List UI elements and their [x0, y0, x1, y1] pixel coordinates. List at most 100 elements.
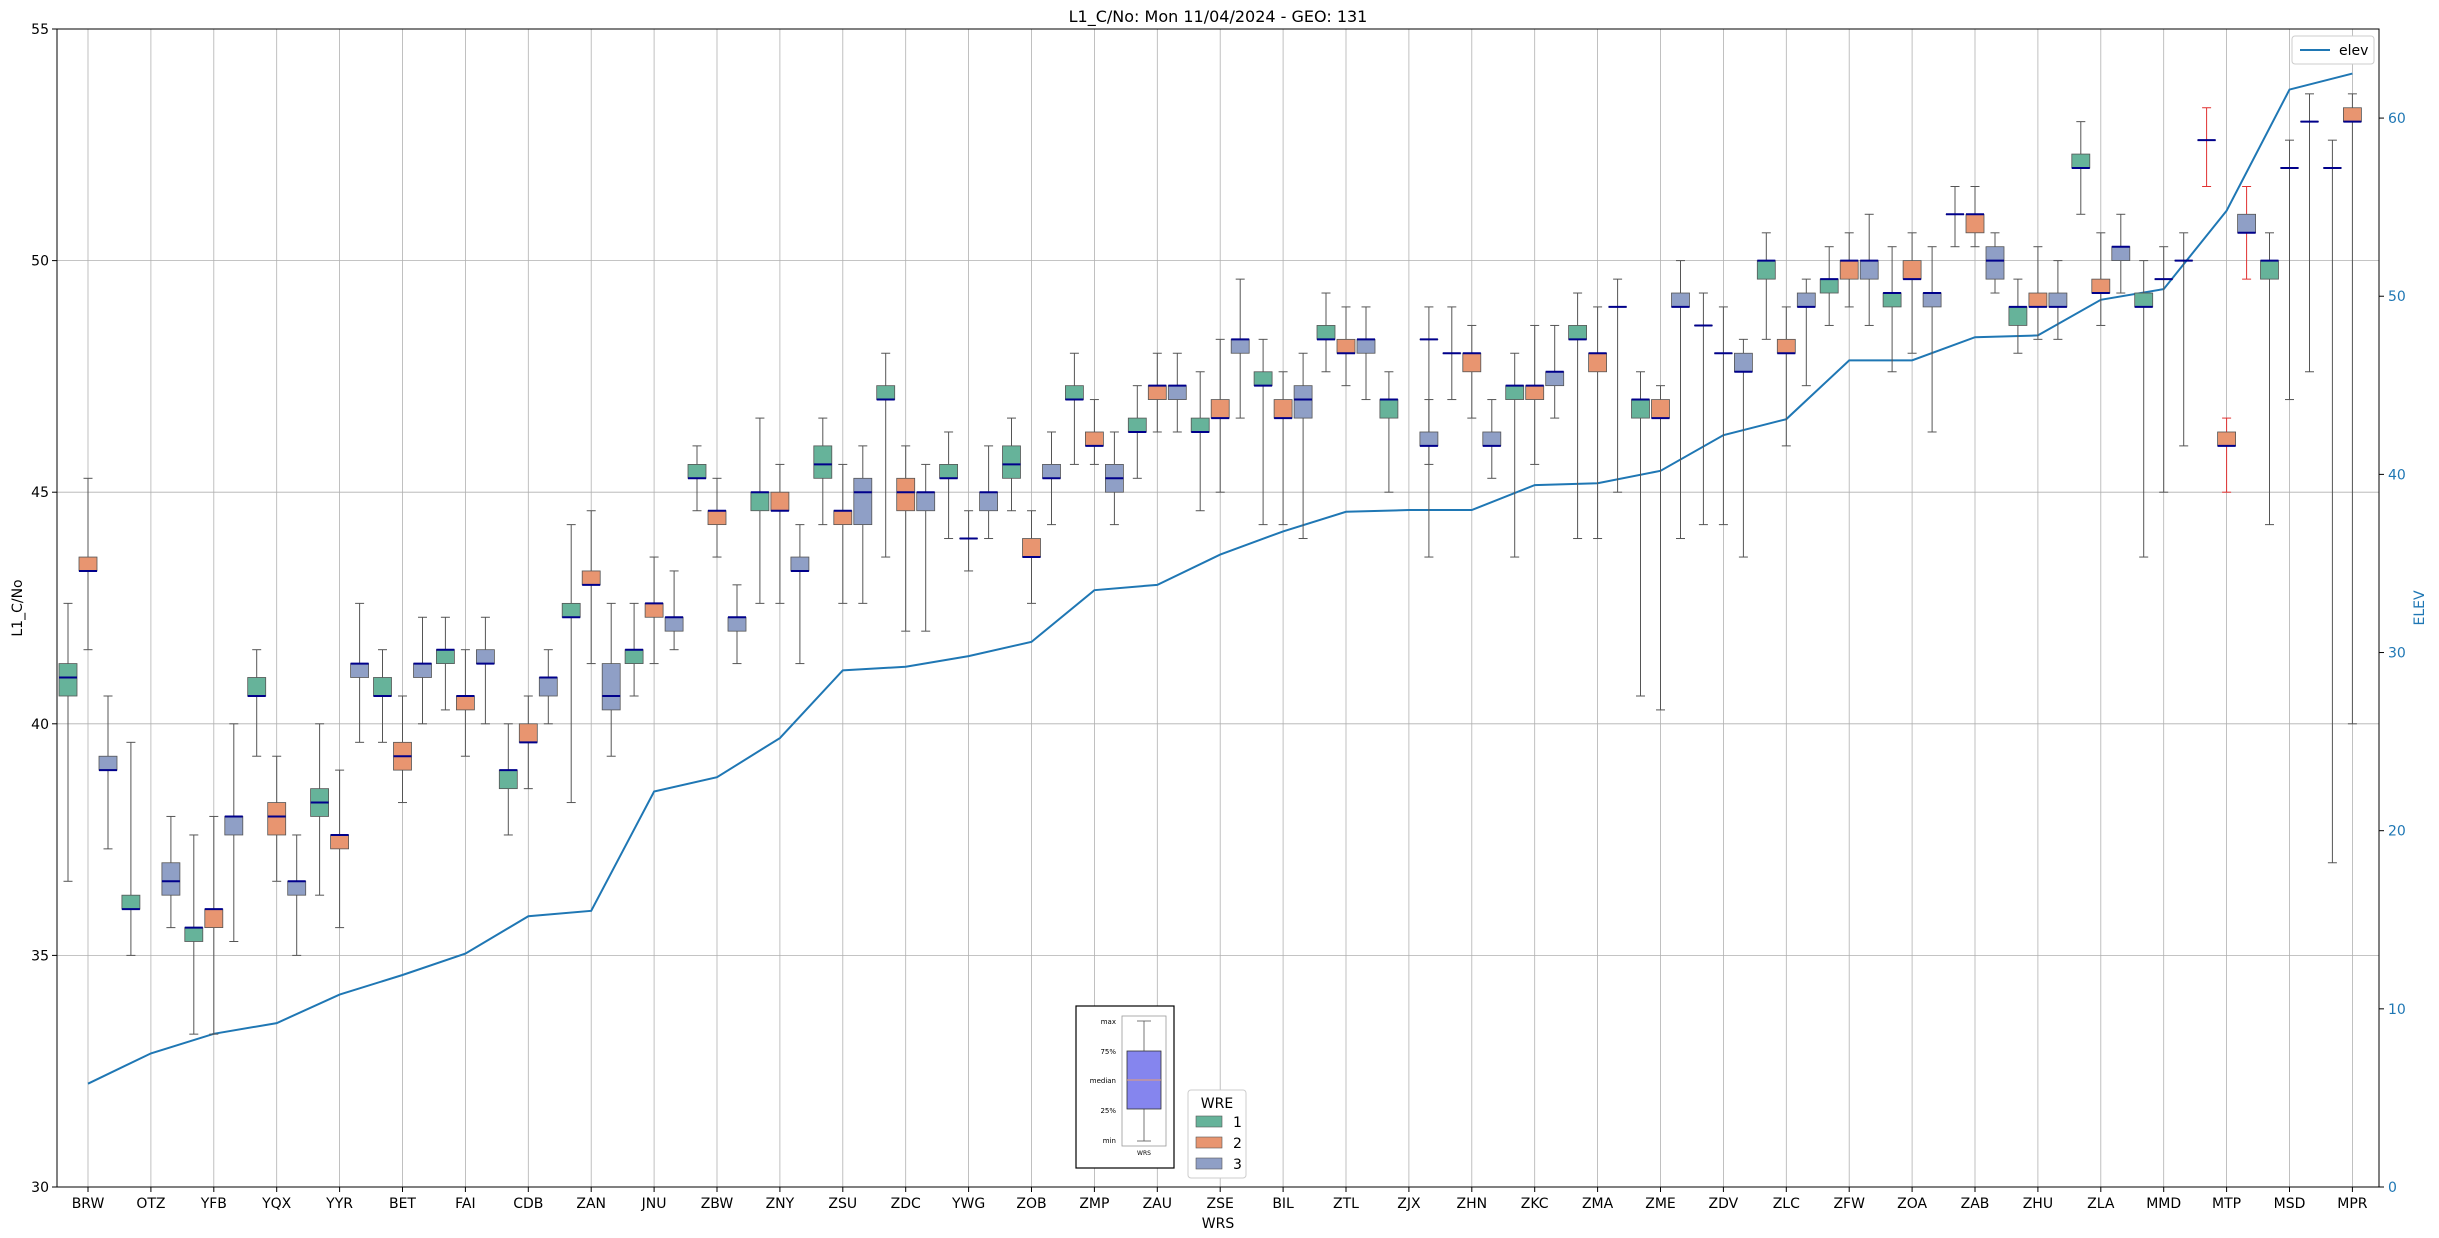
box-yfb-wre2	[204, 815, 224, 1035]
box-bet-wre3	[413, 616, 432, 725]
iqr-box	[1505, 385, 1525, 400]
box-fai-wre2	[455, 649, 475, 757]
iqr-box	[1482, 431, 1502, 447]
boxplot-key-inset: max 75% median 25% min WRS	[1075, 1005, 1175, 1169]
box-bet-wre2	[393, 695, 412, 804]
iqr-box	[561, 602, 581, 618]
x-tick-label: MPR	[2337, 1196, 2368, 1212]
y2-tick-label: 50	[2388, 289, 2406, 305]
box-zob-wre1	[1002, 417, 1021, 512]
box-brw-wre2	[78, 477, 98, 651]
box-zan-wre3	[601, 602, 621, 757]
box-zob-wre3	[1042, 431, 1061, 526]
iqr-box	[1859, 260, 1879, 280]
y2-axis-label: ELEV	[2412, 590, 2428, 625]
x-tick-label: ZBW	[701, 1196, 734, 1212]
iqr-box	[1065, 385, 1084, 400]
iqr-box	[184, 927, 204, 942]
box-zsu-wre2	[833, 463, 853, 604]
y-tick-label: 45	[31, 485, 49, 501]
y-tick-label: 40	[31, 717, 49, 733]
box-otz-wre3	[161, 815, 181, 929]
key-label-min: min	[1103, 1137, 1116, 1145]
x-tick-label: ZSU	[828, 1196, 857, 1212]
box-zhn-wre3	[1482, 399, 1502, 479]
box-zla-wre1	[2071, 121, 2091, 215]
iqr-box	[58, 663, 78, 697]
box-fai-wre3	[475, 616, 495, 725]
x-tick-label: ZMP	[1079, 1196, 1109, 1212]
box-zoa-wre2	[1902, 232, 1922, 354]
iqr-box	[1756, 260, 1776, 280]
y2-tick-label: 10	[2388, 1002, 2406, 1018]
iqr-box	[287, 880, 307, 896]
iqr-box	[916, 491, 936, 512]
box-mtp-wre1	[2197, 107, 2217, 187]
box-zla-wre2	[2091, 232, 2111, 326]
y-tick-label: 55	[31, 22, 49, 38]
box-zau-wre2	[1147, 352, 1167, 433]
box-yqx-wre3	[287, 834, 307, 956]
iqr-box	[2134, 292, 2154, 308]
y-tick-label: 35	[31, 948, 49, 964]
y2-tick-label: 60	[2388, 111, 2406, 127]
box-msd-wre1	[2260, 232, 2279, 526]
box-zse-wre3	[1230, 278, 1250, 419]
x-tick-label: OTZ	[136, 1196, 165, 1212]
x-axis-label: WRS	[1202, 1216, 1235, 1232]
x-tick-label: ZSE	[1207, 1196, 1234, 1212]
box-zob-wre2	[1022, 510, 1041, 604]
iqr-box	[475, 649, 495, 664]
iqr-box	[813, 445, 833, 479]
iqr-box	[1568, 325, 1587, 340]
wre-legend-label-3: 3	[1233, 1157, 1242, 1173]
box-yqx-wre2	[267, 755, 287, 882]
elev-line	[87, 72, 2353, 1085]
box-zdv-wre3	[1734, 338, 1753, 558]
x-tick-label: ZHN	[1457, 1196, 1488, 1212]
box-ztl-wre1	[1316, 292, 1336, 373]
iqr-box	[1336, 338, 1356, 354]
iqr-box	[98, 755, 118, 771]
box-mmd-wre3	[2174, 232, 2194, 447]
iqr-box	[1147, 385, 1167, 400]
box-zfw-wre3	[1859, 213, 1879, 326]
iqr-box	[707, 510, 727, 526]
iqr-box	[1651, 399, 1670, 419]
iqr-box	[833, 510, 853, 526]
x-tick-label: ZNY	[766, 1196, 795, 1212]
x-tick-label: BET	[389, 1196, 416, 1212]
iqr-box	[121, 894, 141, 910]
y2-tick-label: 20	[2388, 824, 2406, 840]
x-tick-label: MSD	[2274, 1196, 2306, 1212]
iqr-box	[1379, 399, 1399, 419]
iqr-box	[790, 556, 810, 572]
box-zny-wre1	[750, 417, 770, 604]
wre-legend-label-2: 2	[1233, 1136, 1242, 1152]
box-zme-wre3	[1671, 260, 1690, 540]
x-tick-label: ZAU	[1143, 1196, 1172, 1212]
iqr-box	[750, 491, 770, 512]
box-mmd-wre1	[2134, 260, 2154, 558]
box-cdb-wre1	[498, 723, 518, 836]
iqr-box	[1734, 352, 1753, 373]
box-zbw-wre3	[727, 584, 747, 665]
x-tick-label: ZME	[1645, 1196, 1676, 1212]
iqr-box	[1002, 445, 1021, 479]
x-tick-label: CDB	[513, 1196, 543, 1212]
x-tick-label: ZDV	[1709, 1196, 1739, 1212]
key-xlabel: WRS	[1137, 1150, 1151, 1157]
elev-series-layer	[87, 72, 2353, 1085]
iqr-box	[1230, 338, 1250, 354]
box-mtp-wre3	[2237, 185, 2257, 280]
x-tick-label: ZKC	[1521, 1196, 1549, 1212]
box-msd-wre2	[2280, 139, 2299, 401]
iqr-box	[2217, 431, 2237, 447]
x-tick-label: MTP	[2212, 1196, 2241, 1212]
x-tick-label: YQX	[261, 1196, 292, 1212]
box-zdc-wre3	[916, 463, 936, 632]
x-tick-label: ZAN	[576, 1196, 606, 1212]
iqr-box	[1965, 213, 1985, 234]
box-ywg-wre1	[939, 431, 958, 540]
x-tick-label: ZOB	[1016, 1196, 1046, 1212]
